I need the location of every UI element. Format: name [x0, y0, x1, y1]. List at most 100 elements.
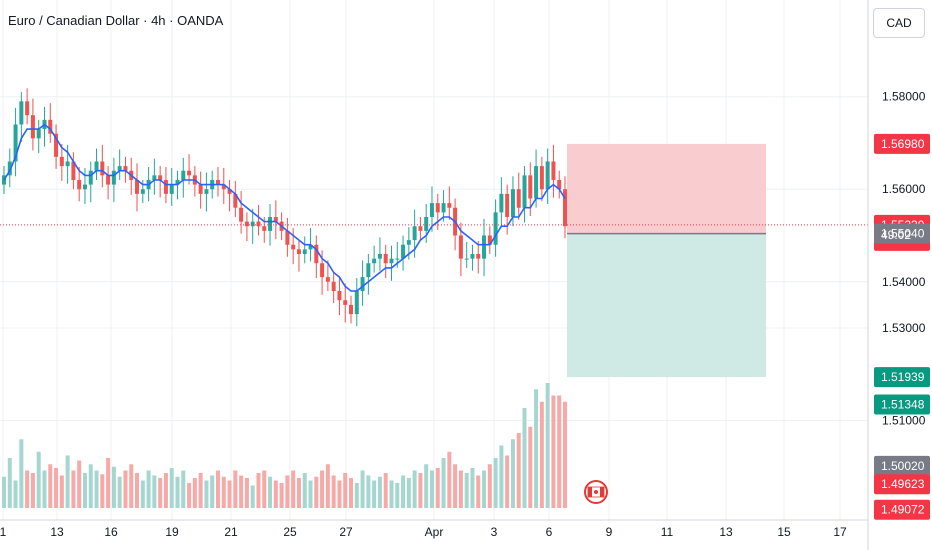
candle-body	[320, 263, 325, 278]
time-tick-label: 16	[104, 525, 118, 539]
candle-body	[19, 101, 24, 125]
volume-bar	[545, 383, 550, 508]
candle-body	[204, 189, 209, 194]
candle-body	[499, 193, 504, 213]
candle	[152, 158, 157, 195]
bar-countdown: 49:02	[880, 228, 912, 242]
price-tick-label: 1.51000	[882, 414, 926, 428]
volume-bar	[389, 480, 394, 508]
price-marker-badge	[874, 223, 930, 244]
candle	[464, 241, 469, 268]
candle-body	[429, 203, 434, 217]
candle-body	[152, 175, 157, 180]
volume-bar	[476, 475, 481, 508]
volume-bar	[256, 473, 261, 508]
moving-average-line	[3, 123, 566, 292]
candle-body	[163, 179, 168, 194]
volume-bar	[343, 473, 348, 508]
candle-body	[77, 179, 82, 190]
volume-bar	[308, 480, 313, 508]
volume-bar	[204, 480, 209, 508]
candle-body	[48, 119, 53, 134]
candle	[71, 152, 76, 190]
volume-bar	[250, 485, 255, 508]
time-tick-label: 19	[165, 525, 179, 539]
volume-bar	[534, 389, 539, 508]
candle-body	[308, 244, 313, 250]
volume-bar	[198, 473, 203, 508]
candle	[158, 166, 163, 198]
candle	[123, 156, 128, 183]
candle	[82, 167, 87, 205]
canada-flag-icon	[584, 480, 608, 504]
candle	[389, 245, 394, 281]
flag-right-band	[600, 487, 604, 497]
volume-bar	[42, 470, 47, 508]
volume-bar	[424, 464, 429, 508]
price-tick-label: 1.58000	[882, 90, 926, 104]
candle-body	[54, 133, 59, 157]
price-marker-badge	[874, 499, 930, 520]
candle-body	[377, 253, 382, 259]
candle	[106, 166, 111, 200]
volume-bar	[123, 470, 128, 508]
candle	[331, 272, 336, 304]
time-tick-label: 9	[606, 525, 613, 539]
volume-bar	[187, 483, 192, 508]
candle-body	[539, 166, 544, 190]
candle-body	[482, 235, 487, 259]
candle-body	[250, 221, 255, 227]
volume-bar	[82, 473, 87, 508]
candle	[48, 103, 53, 143]
time-tick-label: 13	[50, 525, 64, 539]
candle-body	[406, 240, 411, 245]
candle	[239, 191, 244, 234]
candle	[256, 204, 261, 236]
candle-body	[349, 304, 354, 315]
candle	[7, 148, 12, 188]
candle-body	[106, 175, 111, 185]
candle-body	[221, 184, 226, 190]
candle	[325, 260, 330, 292]
volume-bar	[516, 433, 521, 508]
candle	[563, 176, 567, 239]
time-tick-label: 11	[661, 525, 674, 539]
candle	[360, 260, 365, 306]
candle-body	[447, 203, 452, 208]
volume-bar	[447, 451, 452, 508]
candle-body	[296, 249, 301, 254]
candle-body	[470, 253, 475, 259]
volume-bar	[314, 476, 319, 508]
volume-bar	[239, 475, 244, 508]
time-tick-label: Apr	[425, 525, 444, 539]
time-tick-label: 27	[339, 525, 353, 539]
volume-bar	[401, 475, 406, 508]
candle	[429, 186, 434, 232]
price-marker-label: 1.56980	[881, 137, 925, 151]
volume-bar	[71, 470, 76, 508]
volume-bar	[30, 473, 35, 508]
volume-bar	[528, 426, 533, 508]
price-marker-label: 1.49072	[881, 503, 925, 517]
candle-body	[534, 166, 539, 199]
candle-body	[441, 203, 446, 213]
candle-body	[169, 184, 174, 194]
currency-button[interactable]: CAD	[873, 8, 925, 38]
time-tick-label: 1	[0, 525, 7, 539]
candle	[505, 184, 510, 235]
time-tick-label: 21	[224, 525, 238, 539]
volume-bar	[453, 464, 458, 508]
volume-bar	[285, 475, 290, 508]
volume-bar	[360, 470, 365, 508]
volume-bar	[13, 480, 18, 508]
candle-body	[510, 189, 515, 217]
candle	[401, 235, 406, 271]
candle-body	[516, 189, 521, 208]
volume-bar	[291, 470, 296, 508]
volume-bar	[48, 464, 53, 508]
candle-body	[325, 277, 330, 282]
volume-bar	[88, 464, 93, 508]
candle-body	[551, 161, 556, 180]
candle-body	[256, 221, 261, 227]
